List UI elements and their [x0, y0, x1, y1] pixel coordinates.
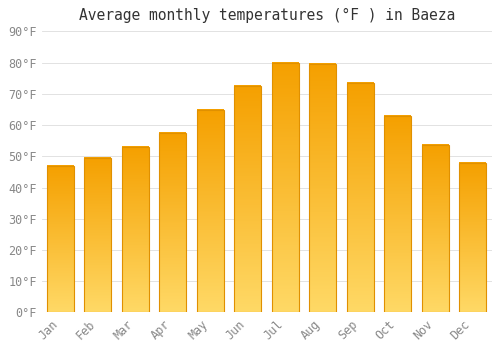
- Bar: [47, 166, 74, 313]
- Bar: [310, 64, 336, 313]
- Bar: [347, 83, 374, 313]
- Bar: [384, 116, 411, 313]
- Bar: [460, 163, 486, 313]
- Bar: [422, 146, 449, 313]
- Bar: [84, 158, 112, 313]
- Bar: [272, 63, 299, 313]
- Bar: [160, 133, 186, 313]
- Title: Average monthly temperatures (°F ) in Baeza: Average monthly temperatures (°F ) in Ba…: [78, 8, 455, 23]
- Bar: [234, 86, 262, 313]
- Bar: [197, 110, 224, 313]
- Bar: [122, 147, 149, 313]
